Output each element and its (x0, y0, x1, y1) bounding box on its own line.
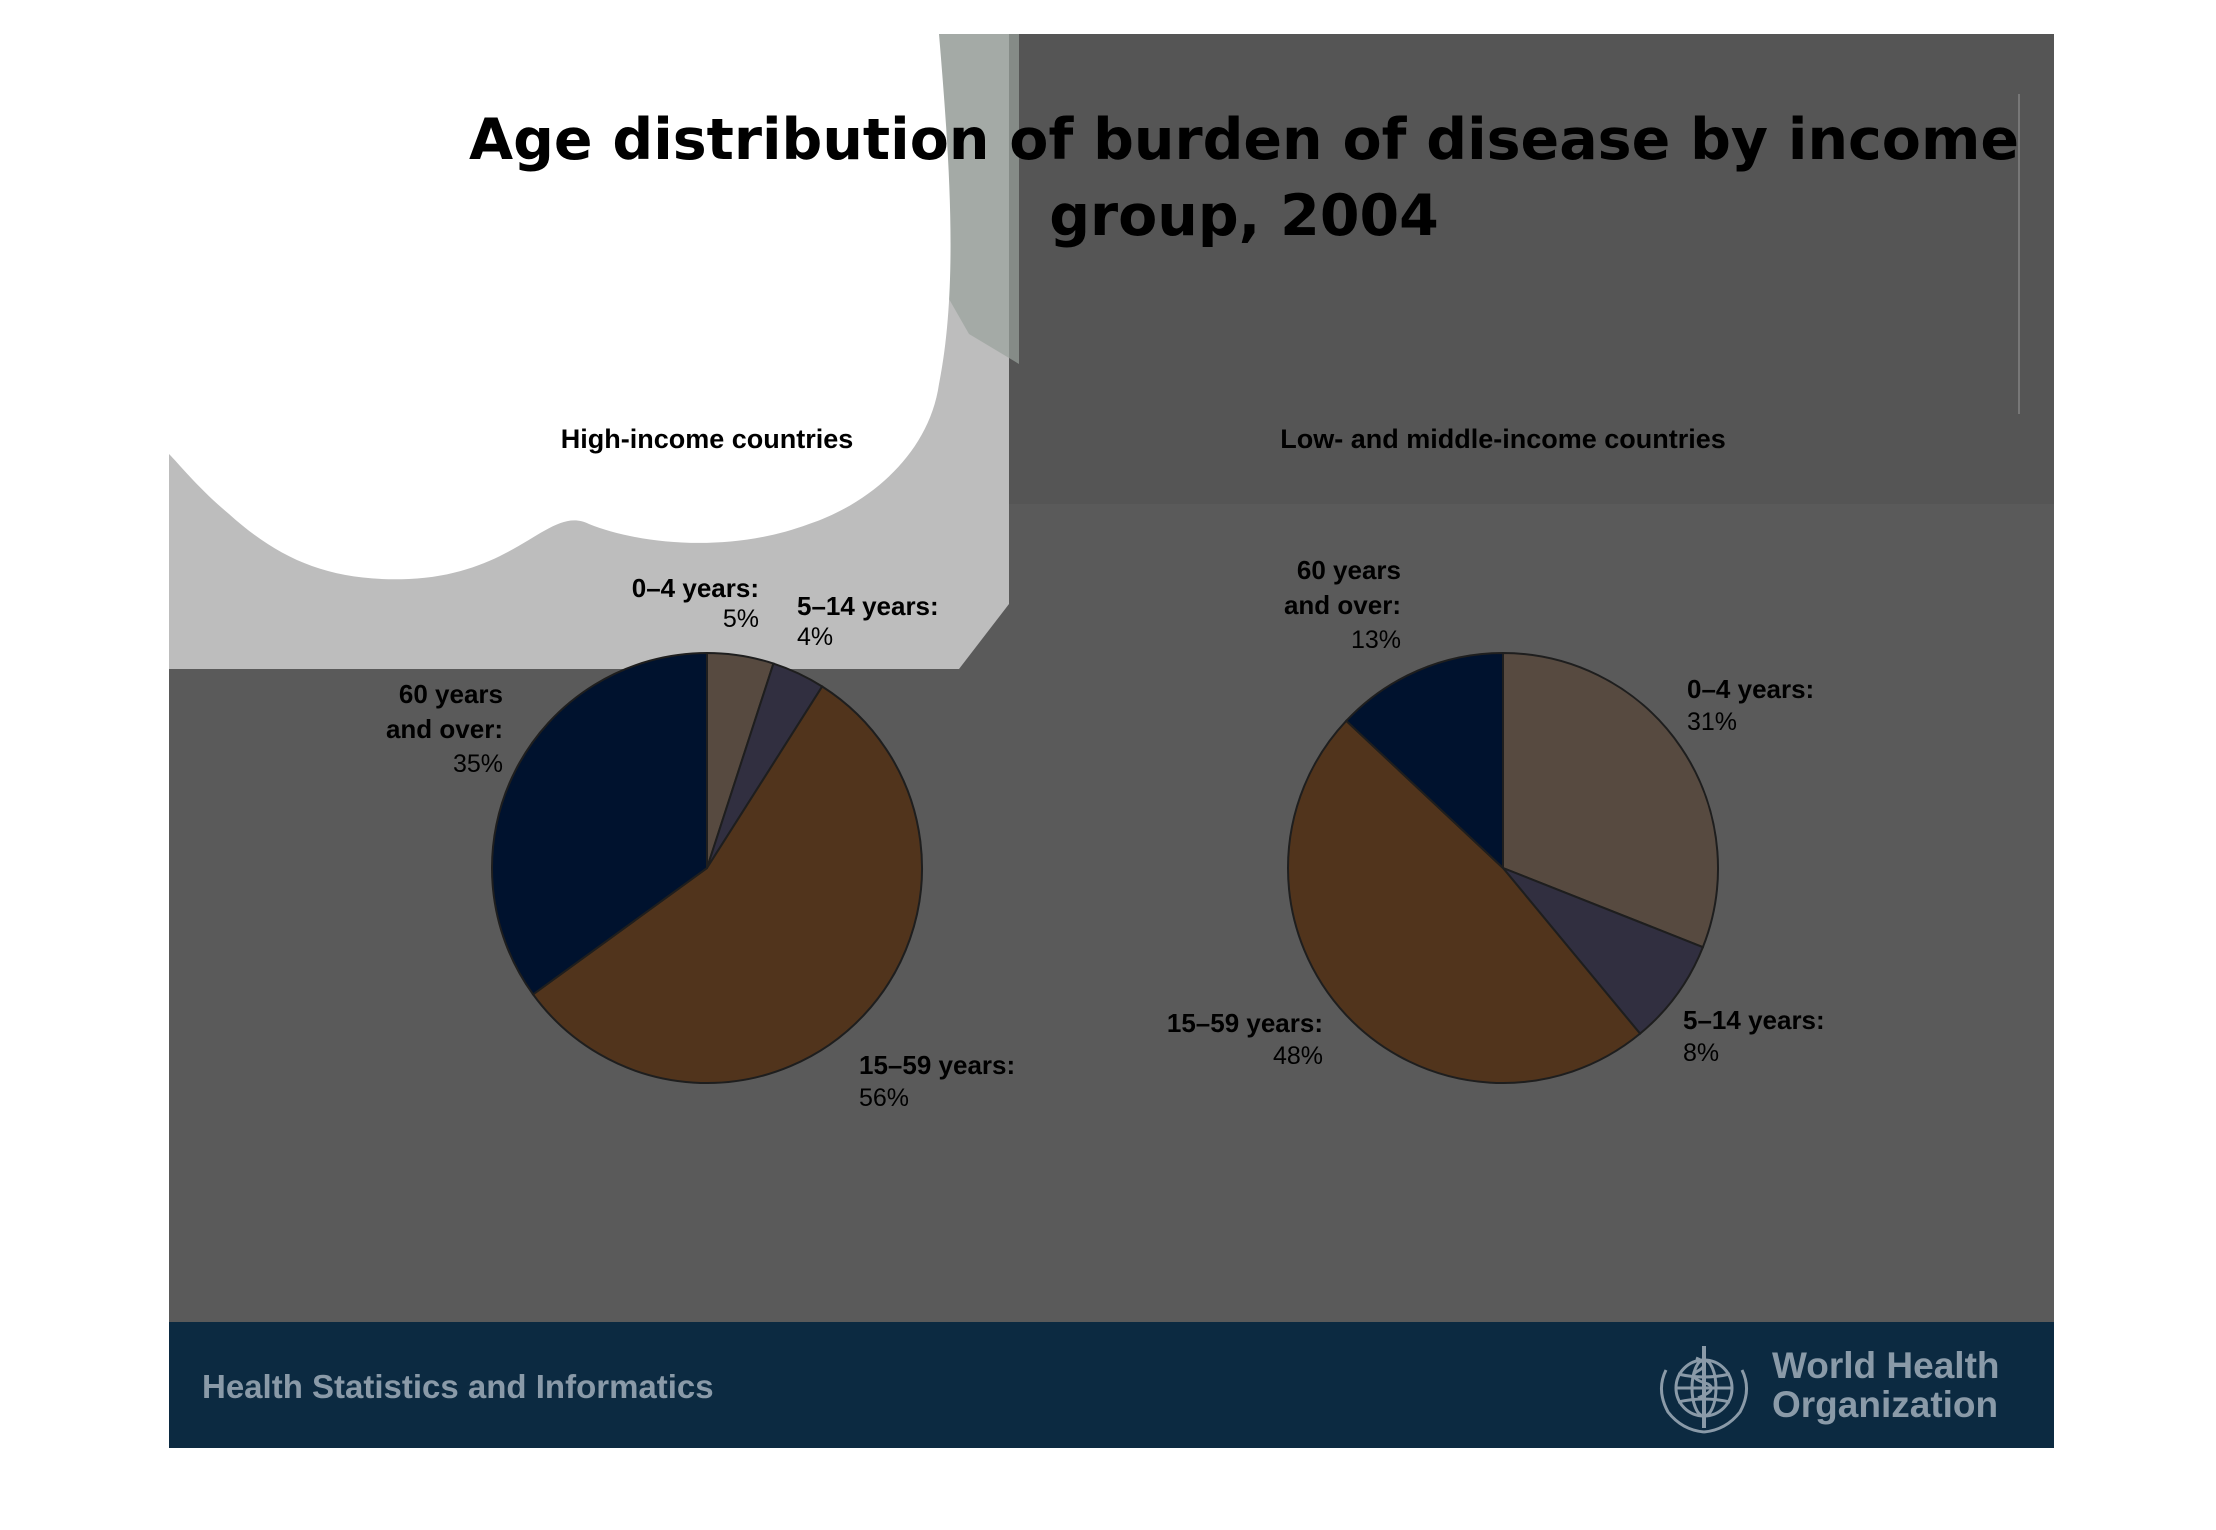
slice-label-60-plus: 60 years and over: 13% (1284, 555, 1401, 654)
slice-label-name: 60 years (399, 679, 503, 709)
slice-0-4 (1502, 651, 1719, 949)
who-logo-line-1: World Health (1772, 1345, 2000, 1386)
slice-15-59 (1287, 719, 1642, 1084)
slice-label-15-59: 15–59 years: 48% (1167, 1008, 1323, 1070)
who-logo-line-2: Organization (1772, 1384, 1999, 1425)
who-logo: World Health Organization (1648, 1332, 2008, 1438)
chart-title-high-income: High-income countries (561, 424, 854, 454)
pie-charts: High-income countries 0–4 years: 5% 5–14… (386, 424, 1825, 1112)
slice-label-name: 5–14 years: (797, 591, 939, 621)
slice-label-name: 60 years (1297, 555, 1401, 585)
slice-label-value: 56% (859, 1084, 909, 1112)
slice-label-name: 0–4 years: (1687, 674, 1814, 704)
slide-background (169, 34, 2054, 669)
slice-label-name: 15–59 years: (1167, 1008, 1323, 1038)
title-line-1: Age distribution of burden of disease by… (468, 107, 2020, 173)
slice-label-name: 0–4 years: (632, 573, 759, 603)
white-cloud (169, 34, 951, 580)
page-title: Age distribution of burden of disease by… (259, 102, 2054, 254)
slice-label-value: 4% (797, 623, 833, 651)
slice-label-name: 5–14 years: (1683, 1005, 1825, 1035)
footer-bar: Health Statistics and Informatics World … (169, 1322, 2054, 1448)
slice-60-plus (1344, 651, 1504, 871)
footer-text: Health Statistics and Informatics (202, 1368, 714, 1405)
chart-low-middle-income: Low- and middle-income countries 0–4 yea… (1167, 424, 1825, 1084)
slice-label-0-4: 0–4 years: 5% (632, 573, 759, 633)
slice-label-60-plus: 60 years and over: 35% (386, 679, 503, 778)
slide: Age distribution of burden of disease by… (169, 34, 2054, 1448)
slice-label-value: 8% (1683, 1039, 1719, 1067)
chart-title-low-middle-income: Low- and middle-income countries (1280, 424, 1726, 454)
slice-60-plus (491, 651, 708, 996)
slice-label-name-2: and over: (1284, 590, 1401, 620)
slice-label-name-2: and over: (386, 714, 503, 744)
slice-15-59 (531, 685, 923, 1084)
slice-label-value: 13% (1351, 626, 1401, 654)
pie-high-income (491, 651, 923, 1084)
slice-label-value: 31% (1687, 708, 1737, 736)
slice-label-5-14: 5–14 years: 8% (1683, 1005, 1825, 1067)
who-emblem-icon (1660, 1346, 1748, 1434)
slice-label-15-59: 15–59 years: 56% (859, 1050, 1015, 1112)
who-logo-text: World Health Organization (1772, 1346, 2000, 1424)
slice-label-0-4: 0–4 years: 31% (1687, 674, 1814, 736)
slice-label-value: 5% (723, 605, 759, 633)
pie-low-middle-income (1287, 651, 1719, 1084)
slice-5-14 (1502, 867, 1705, 1036)
slice-label-value: 48% (1273, 1042, 1323, 1070)
chart-high-income: High-income countries 0–4 years: 5% 5–14… (386, 424, 1015, 1112)
slice-label-value: 35% (453, 750, 503, 778)
slice-label-5-14: 5–14 years: 4% (797, 591, 939, 651)
title-line-2: group, 2004 (1049, 183, 1439, 249)
slice-label-name: 15–59 years: (859, 1050, 1015, 1080)
